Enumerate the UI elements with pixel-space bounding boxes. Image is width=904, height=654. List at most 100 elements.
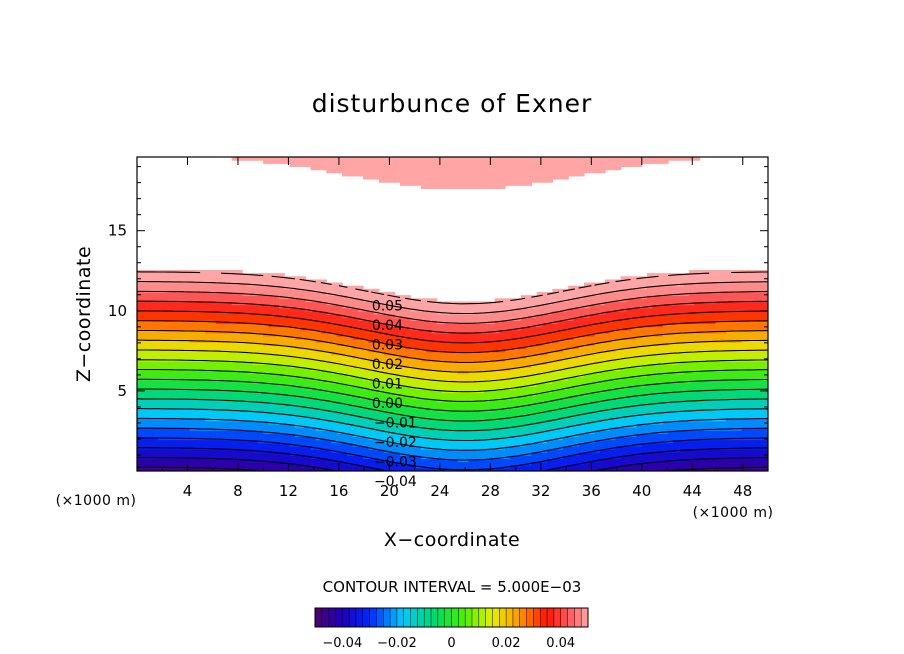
- contour-cell: [142, 326, 149, 331]
- contour-cell: [179, 458, 185, 463]
- contour-cell: [142, 452, 149, 456]
- contour-cell: [226, 357, 233, 362]
- contour-cell: [205, 376, 212, 381]
- contour-cell: [179, 449, 185, 453]
- contour-cell: [221, 395, 227, 400]
- contour-cell: [184, 420, 191, 425]
- contour-cell: [194, 433, 201, 438]
- contour-cell: [200, 320, 206, 325]
- contour-cell: [221, 389, 227, 394]
- contour-cell: [163, 401, 170, 406]
- contour-cell: [200, 307, 206, 312]
- contour-cell: [205, 354, 212, 359]
- contour-cell: [179, 279, 185, 284]
- contour-cell: [179, 332, 185, 337]
- contour-cell: [200, 430, 206, 434]
- contour-cell: [194, 401, 201, 406]
- contour-cell: [147, 326, 154, 331]
- contour-cell: [137, 423, 143, 428]
- contour-cell: [205, 449, 212, 453]
- contour-cell: [168, 310, 175, 315]
- contour-cell: [221, 285, 227, 290]
- contour-cell: [168, 361, 175, 365]
- contour-cell: [163, 320, 170, 325]
- contour-cell: [205, 326, 212, 331]
- contour-cell: [168, 314, 175, 318]
- contour-cell: [189, 361, 196, 365]
- contour-cell: [221, 464, 227, 469]
- contour-cell: [158, 452, 164, 456]
- contour-cell: [152, 439, 159, 444]
- contour-cell: [152, 298, 159, 303]
- contour-cell: [163, 361, 170, 365]
- contour-cell: [184, 398, 191, 403]
- contour-cell: [173, 273, 180, 277]
- contour-cell: [179, 361, 185, 365]
- contour-cell: [137, 361, 143, 365]
- contour-cell: [194, 301, 201, 306]
- contour-cell: [137, 458, 143, 463]
- contour-cell: [221, 270, 227, 274]
- contour-cell: [184, 314, 191, 318]
- contour-cell: [173, 411, 180, 416]
- contour-cell: [173, 370, 180, 375]
- contour-cell: [152, 323, 159, 328]
- contour-cell: [194, 345, 201, 350]
- contour-cell: [200, 326, 206, 331]
- contour-cell: [200, 332, 206, 337]
- contour-cell: [226, 351, 233, 356]
- contour-cell: [210, 342, 217, 346]
- contour-cell: [194, 430, 201, 434]
- contour-cell: [168, 452, 175, 456]
- contour-cell: [168, 323, 175, 328]
- contour-cell: [205, 285, 212, 290]
- contour-cell: [221, 298, 227, 303]
- contour-cell: [194, 320, 201, 325]
- contour-cell: [184, 301, 191, 306]
- contour-cell: [184, 401, 191, 406]
- contour-cell: [158, 411, 164, 416]
- contour-cell: [179, 273, 185, 277]
- contour-cell: [221, 323, 227, 328]
- contour-cell: [200, 354, 206, 359]
- contour-cell: [163, 376, 170, 381]
- contour-cell: [142, 332, 149, 337]
- contour-cell: [173, 326, 180, 331]
- contour-cell: [205, 304, 212, 309]
- contour-cell: [152, 379, 159, 384]
- contour-cell: [158, 295, 164, 299]
- contour-cell: [152, 423, 159, 428]
- contour-cell: [215, 464, 222, 469]
- contour-cell: [221, 439, 227, 444]
- contour-cell: [210, 276, 217, 281]
- contour-cell: [205, 398, 212, 403]
- contour-cell: [215, 323, 222, 328]
- contour-cell: [205, 276, 212, 281]
- contour-cell: [226, 458, 233, 463]
- contour-cell: [168, 414, 175, 419]
- contour-cell: [189, 439, 196, 444]
- contour-cell: [173, 282, 180, 287]
- contour-cell: [168, 423, 175, 428]
- contour-cell: [221, 436, 227, 441]
- contour-cell: [210, 323, 217, 328]
- contour-cell: [163, 408, 170, 412]
- contour-cell: [163, 301, 170, 306]
- contour-cell: [221, 373, 227, 378]
- contour-cell: [210, 282, 217, 287]
- contour-cell: [189, 345, 196, 350]
- contour-cell: [210, 379, 217, 384]
- contour-cell: [147, 332, 154, 337]
- contour-cell: [173, 461, 180, 466]
- contour-cell: [210, 351, 217, 356]
- contour-cell: [152, 314, 159, 318]
- contour-cell: [142, 301, 149, 306]
- contour-cell: [205, 367, 212, 372]
- contour-cell: [147, 276, 154, 281]
- contour-cell: [173, 304, 180, 309]
- contour-cell: [210, 373, 217, 378]
- contour-cell: [158, 292, 164, 296]
- contour-cell: [147, 379, 154, 384]
- contour-cell: [179, 417, 185, 422]
- contour-cell: [147, 370, 154, 375]
